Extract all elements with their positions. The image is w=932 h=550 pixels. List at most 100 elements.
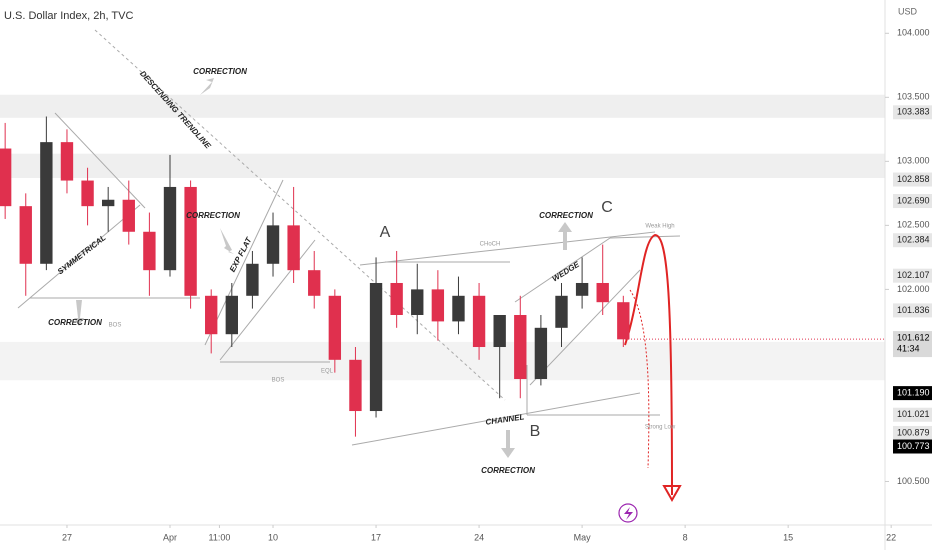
channel-lower: [351, 392, 641, 446]
annotation: Weak High: [645, 224, 674, 230]
price-label: 101.190: [897, 387, 930, 397]
annotation: A: [380, 224, 391, 241]
x-tick-label: May: [574, 532, 592, 542]
price-label: 102.107: [897, 270, 930, 280]
sym-lower: [17, 204, 141, 309]
last-price-box: [893, 331, 932, 358]
candle-body: [101, 199, 115, 207]
countdown: 41:34: [897, 343, 920, 353]
channel-upper: [359, 231, 656, 266]
zone: [0, 94, 885, 118]
candle-body: [308, 270, 321, 296]
y-tick-label: 100.500: [897, 476, 930, 486]
candle-body: [411, 289, 424, 315]
price-box: [893, 268, 932, 283]
arrow-head: [662, 485, 682, 503]
candle-body: [184, 186, 197, 296]
price-label: 100.879: [897, 427, 930, 437]
price-label: 102.858: [897, 174, 930, 184]
candle-body: [328, 295, 342, 360]
wedge-lower: [529, 269, 641, 386]
arrow: [558, 222, 572, 250]
candle-body: [246, 263, 259, 296]
price-label: 102.690: [897, 195, 930, 205]
candle-body: [493, 315, 506, 348]
zone: [0, 153, 885, 178]
price-box: [893, 172, 932, 187]
y-tick-label: 102.500: [897, 220, 930, 230]
flat-upper: [204, 179, 284, 346]
price-box: [893, 425, 932, 440]
projection-arrow: [624, 233, 673, 496]
candle-body: [575, 282, 589, 296]
candle-body: [60, 142, 74, 181]
weak-high-line: [609, 235, 681, 239]
candle-body: [143, 231, 156, 271]
candle-body: [472, 295, 486, 348]
candle-body: [431, 289, 445, 322]
candle-body: [534, 327, 548, 380]
annotation: C: [601, 199, 613, 216]
candle-body: [555, 295, 568, 328]
trendlines: [17, 29, 682, 523]
price-box: [893, 386, 932, 401]
price-label: 100.773: [897, 441, 930, 451]
last-price-label: 101.612: [897, 332, 930, 342]
price-label: 103.383: [897, 107, 930, 117]
price-box: [893, 439, 932, 454]
arrow: [501, 430, 515, 458]
x-tick-label: 15: [783, 532, 793, 542]
candle-body: [0, 148, 12, 207]
x-tick-label: 22: [886, 532, 896, 542]
candle-body: [514, 315, 527, 380]
annotation: CORRECTION: [48, 318, 102, 327]
annotation: BOS: [272, 378, 285, 384]
candle-body: [369, 282, 383, 412]
candle-body: [225, 295, 238, 335]
price-box: [893, 233, 932, 248]
annotation: CORRECTION: [481, 466, 535, 475]
candle-body: [205, 295, 218, 335]
candle-body: [390, 282, 403, 315]
candle-body: [122, 199, 135, 232]
y-tick-label: 102.000: [897, 284, 930, 294]
event-icon[interactable]: [618, 503, 638, 523]
candle-body: [163, 186, 177, 271]
arrow: [74, 300, 84, 326]
candle-body: [596, 282, 609, 303]
y-tick-label: 104.000: [897, 28, 930, 38]
price-box: [893, 105, 932, 120]
annotation: EQL: [321, 369, 334, 375]
price-label: 102.384: [897, 235, 930, 245]
annotation: B: [530, 423, 541, 440]
x-tick-label: 24: [474, 532, 484, 542]
y-tick-label: 103.000: [897, 156, 930, 166]
price-box: [893, 194, 932, 209]
candle-body: [452, 295, 465, 322]
candles: [0, 116, 630, 437]
candle-body: [266, 225, 280, 264]
arrow: [200, 78, 214, 95]
currency: USD: [898, 6, 918, 16]
y-tick-label: 103.500: [897, 92, 930, 102]
x-tick-label: 10: [268, 532, 278, 542]
x-tick-label: 8: [683, 532, 688, 542]
candle-body: [617, 302, 630, 340]
candle-body: [287, 225, 300, 271]
annotation: CORRECTION: [193, 67, 247, 76]
annotation: Strong Low: [645, 425, 676, 431]
candle-body: [19, 206, 32, 264]
sym-upper: [54, 112, 146, 209]
arrow: [220, 228, 234, 254]
price-box: [893, 407, 932, 422]
candle-body: [81, 180, 94, 207]
price-box: [893, 303, 932, 318]
x-tick-label: 27: [62, 532, 72, 542]
annotation: CHoCH: [480, 242, 501, 248]
chart-title: U.S. Dollar Index, 2h, TVC: [4, 10, 133, 22]
price-label: 101.836: [897, 305, 930, 315]
wedge-upper: [514, 237, 611, 303]
x-tick-label: Apr: [163, 532, 177, 542]
